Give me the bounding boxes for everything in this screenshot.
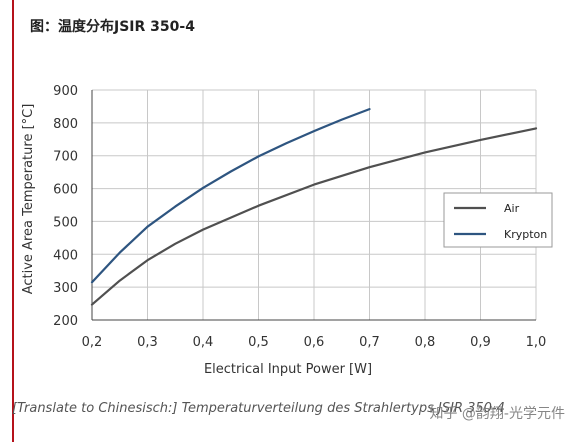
x-tick-label: 0,4 <box>193 335 214 350</box>
x-tick-label: 0,7 <box>359 335 380 350</box>
watermark: 知乎 @韵翔-光学元件 <box>429 406 565 422</box>
y-tick-label: 500 <box>53 215 78 230</box>
series-line-air <box>90 127 538 306</box>
y-tick-label: 200 <box>53 314 78 329</box>
y-tick-label: 700 <box>53 150 78 165</box>
y-axis-label: Active Area Temperature [°C] <box>21 104 36 295</box>
y-tick-label: 800 <box>53 117 78 132</box>
x-tick-label: 0,2 <box>82 335 103 350</box>
x-tick-label: 0,3 <box>137 335 158 350</box>
legend-box <box>443 192 553 248</box>
x-tick-label: 1,0 <box>526 335 547 350</box>
figure-prefix: 图： <box>30 19 58 35</box>
y-tick-label: 300 <box>53 281 78 296</box>
y-tick-label: 600 <box>53 183 78 198</box>
figure-caption: [Translate to Chinesisch:] Temperaturver… <box>12 401 505 416</box>
x-tick-label: 0,5 <box>248 335 269 350</box>
x-axis-label: Electrical Input Power [W] <box>204 362 372 377</box>
figure-title: 温度分布JSIR 350-4 <box>58 19 195 35</box>
y-tick-label: 400 <box>53 248 78 263</box>
x-tick-label: 0,6 <box>304 335 325 350</box>
x-tick-label: 0,9 <box>470 335 491 350</box>
series-line-krypton <box>90 108 371 284</box>
figure-header: 图：温度分布JSIR 350-4 <box>30 16 195 36</box>
legend-label-krypton: Krypton <box>504 228 547 241</box>
x-tick-label: 0,8 <box>415 335 436 350</box>
accent-rule <box>12 0 14 442</box>
legend-label-air: Air <box>504 202 520 215</box>
y-tick-label: 900 <box>53 84 78 99</box>
